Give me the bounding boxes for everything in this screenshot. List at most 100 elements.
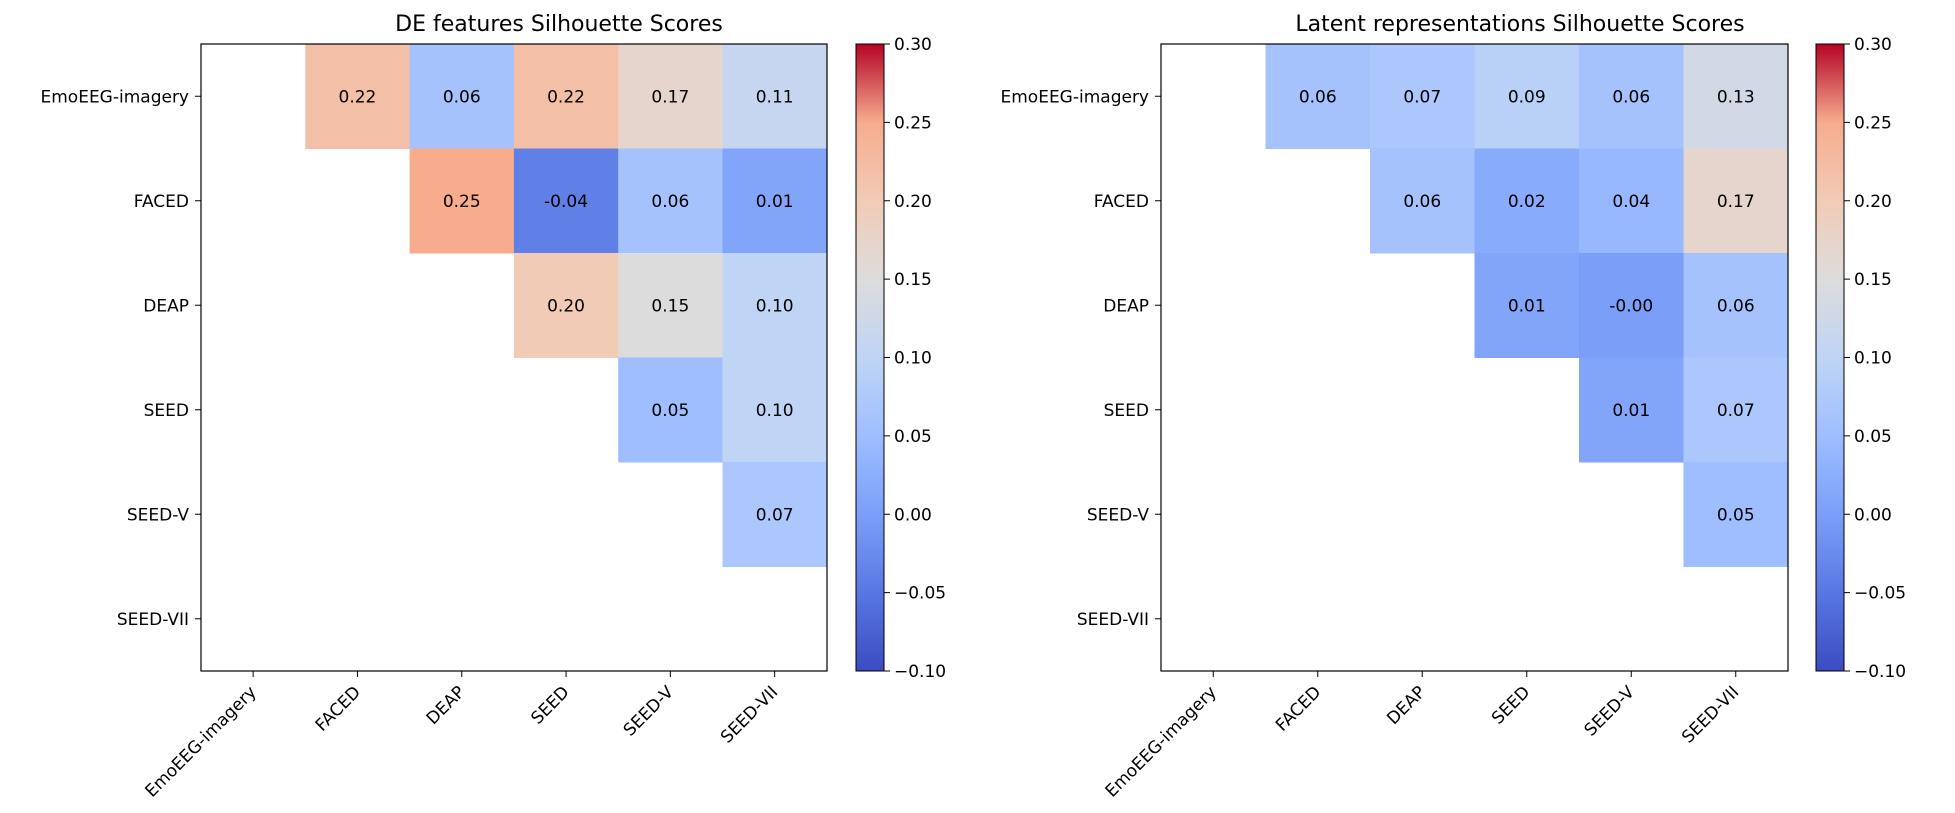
colorbar-tick-label: 0.15 (894, 270, 932, 290)
cell-value-label: 0.01 (1612, 401, 1650, 421)
cell-value-label: 0.25 (443, 192, 481, 212)
cell-value-label: -0.00 (1609, 296, 1653, 316)
heatmap-cell (722, 44, 828, 149)
x-tick-labels: EmoEEG-imagery FACED DEAP SEED SEED-V SEED-VI… (142, 671, 782, 802)
x-tick-label: SEED-V (620, 682, 678, 740)
y-tick-label: FACED (1094, 192, 1149, 212)
heatmap-cell (1265, 44, 1371, 149)
heatmap-cell (1683, 253, 1789, 358)
heatmap-cell (1579, 148, 1684, 254)
colorbar-tick-label: 0.00 (894, 505, 932, 525)
heatmap-cell (1474, 148, 1580, 254)
heatmap-cell (305, 44, 411, 149)
cell-value-label: -0.04 (544, 192, 588, 212)
y-tick-label: EmoEEG-imagery (41, 87, 190, 107)
heatmap-cell (1579, 44, 1684, 149)
heatmap-cell (618, 44, 723, 149)
colorbar-tick-label: 0.00 (1854, 505, 1892, 525)
colorbar-tick-label: 0.30 (1854, 35, 1892, 55)
colorbar: −0.10 −0.05 0.00 0.05 0.10 0.15 0.20 0.25 0.30 (855, 35, 946, 682)
colorbar-tick-label: −0.05 (894, 584, 946, 604)
colorbar-tick-label: 0.25 (894, 113, 932, 133)
colorbar-ticks: −0.10 −0.05 0.00 0.05 0.10 0.15 0.20 0.25 0.30 (884, 35, 946, 682)
plot-frame (1160, 43, 1789, 672)
cell-value-label: 0.07 (1403, 87, 1441, 107)
x-tick-label: FACED (312, 682, 365, 735)
colorbar-tick-label: 0.05 (1854, 427, 1892, 447)
x-tick-label: SEED-V (1581, 682, 1639, 740)
x-tick-label: SEED-VII (717, 682, 782, 747)
colorbar-tick-label: 0.05 (894, 427, 932, 447)
heatmap-cell (1579, 357, 1684, 463)
colorbar-tick-label: −0.10 (1854, 662, 1906, 682)
heatmap-cell (513, 44, 619, 149)
x-tick-label: SEED (1488, 682, 1534, 728)
cell-value-label: 0.04 (1612, 192, 1650, 212)
y-tick-labels: EmoEEG-imagery FACED DEAP SEED SEED-V SEED-VI… (1001, 87, 1161, 630)
cell-value-label: 0.06 (1612, 87, 1650, 107)
cell-value-label: 0.05 (651, 401, 689, 421)
cell-value-label: 0.07 (756, 505, 794, 525)
colorbar-gradient (855, 43, 885, 672)
colorbar-tick-label: 0.20 (1854, 192, 1892, 212)
heatmap-cell (1579, 253, 1684, 358)
heatmap-panel-de-features: DE features Silhouette Scores 0.22 0.06 0.… (41, 12, 947, 802)
cell-value-label: 0.10 (756, 401, 794, 421)
heatmap-cell (513, 253, 619, 358)
heatmap-cell (1683, 357, 1789, 463)
y-tick-label: SEED-VII (1077, 610, 1149, 630)
y-tick-label: SEED (1104, 401, 1149, 421)
heatmap-cell (409, 44, 515, 149)
colorbar-tick-label: 0.15 (1854, 270, 1892, 290)
cell-value-label: 0.22 (339, 87, 377, 107)
cell-value-label: 0.09 (1508, 87, 1546, 107)
chart-title: Latent representations Silhouette Scores (1295, 12, 1744, 37)
cell-value-label: 0.17 (1717, 192, 1755, 212)
cell-value-label: 0.10 (756, 296, 794, 316)
heatmap-cell (618, 253, 723, 358)
cell-value-label: 0.15 (651, 296, 689, 316)
x-tick-label: EmoEEG-imagery (1102, 682, 1221, 801)
colorbar-tick-label: 0.10 (894, 349, 932, 369)
cell-value-label: 0.05 (1717, 505, 1755, 525)
chart-title: DE features Silhouette Scores (395, 12, 723, 37)
cell-value-label: 0.17 (651, 87, 689, 107)
y-tick-label: DEAP (143, 296, 189, 316)
colorbar-tick-label: 0.20 (894, 192, 932, 212)
heatmap-cell (409, 148, 515, 254)
colorbar-tick-label: −0.10 (894, 662, 946, 682)
cell-value-label: 0.06 (443, 87, 481, 107)
cell-value-label: 0.01 (1508, 296, 1546, 316)
heatmap-cell (722, 148, 828, 254)
colorbar-tick-label: 0.10 (1854, 349, 1892, 369)
cell-value-label: 0.02 (1508, 192, 1546, 212)
cell-value-label: 0.22 (547, 87, 585, 107)
colorbar-tick-label: 0.25 (1854, 113, 1892, 133)
heatmap-cell (1370, 44, 1475, 149)
heatmap-cell (618, 148, 723, 254)
heatmap-cell (1683, 462, 1789, 567)
x-tick-label: DEAP (1383, 682, 1429, 728)
cell-value-label: 0.06 (1717, 296, 1755, 316)
heatmap-cell (1683, 44, 1789, 149)
x-tick-labels: EmoEEG-imagery FACED DEAP SEED SEED-V SEED-VI… (1102, 671, 1743, 802)
x-tick-label: FACED (1272, 682, 1325, 735)
y-tick-label: SEED-VII (117, 610, 189, 630)
y-tick-label: DEAP (1103, 296, 1149, 316)
heatmap-cell (722, 253, 828, 358)
cell-value-label: 0.06 (1403, 192, 1441, 212)
y-tick-label: FACED (134, 192, 189, 212)
heatmap-cell (1683, 148, 1789, 254)
y-tick-label: SEED-V (127, 505, 190, 525)
cell-value-label: 0.13 (1717, 87, 1755, 107)
heatmap-cells: 0.22 0.06 0.22 0.17 0.11 0.25 -0.04 0.06 0.01 0.2… (305, 44, 828, 567)
colorbar-gradient (1815, 43, 1845, 672)
heatmap-cell (1474, 253, 1580, 358)
cell-value-label: 0.11 (756, 87, 794, 107)
heatmap-panel-latent: Latent representations Silhouette Scores… (1001, 12, 1907, 802)
heatmap-cell (1370, 148, 1475, 254)
y-tick-label: SEED-V (1087, 505, 1150, 525)
x-tick-label: DEAP (423, 682, 469, 728)
colorbar-ticks: −0.10 −0.05 0.00 0.05 0.10 0.15 0.20 0.25 0.30 (1844, 35, 1906, 682)
plot-frame (200, 43, 828, 672)
